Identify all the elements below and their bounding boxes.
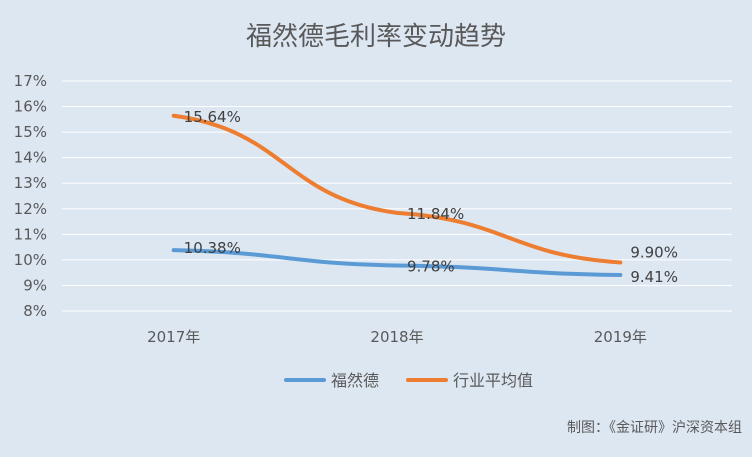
x-tick-label: 2017年 [147, 328, 200, 346]
y-tick-label: 14% [14, 149, 47, 167]
x-tick-label: 2018年 [370, 328, 423, 346]
y-tick-label: 11% [14, 225, 47, 243]
series-line-industry-average [171, 113, 623, 265]
legend: 福然德 行业平均值 [284, 371, 533, 390]
y-tick-label: 15% [14, 123, 47, 141]
data-labels: 10.38% 9.78% 9.41% 15.64% 11.84% 9.90% [184, 108, 678, 286]
legend-item: 行业平均值 [406, 371, 533, 390]
data-label: 9.78% [407, 258, 455, 276]
source-note: 制图：《金证研》沪深资本组 [567, 420, 742, 436]
y-tick-label: 12% [14, 200, 47, 218]
legend-item: 福然德 [284, 371, 379, 390]
x-tick-label: 2019年 [594, 328, 647, 346]
y-tick-label: 10% [14, 251, 47, 269]
y-tick-label: 8% [23, 302, 47, 320]
data-label: 11.84% [407, 205, 464, 223]
data-label: 15.64% [184, 108, 241, 126]
legend-label: 行业平均值 [453, 371, 533, 390]
y-axis-tick-labels: 8% 9% 10% 11% 12% 13% 14% 15% 16% 17% [14, 72, 47, 320]
x-axis-tick-labels: 2017年 2018年 2019年 [147, 328, 647, 346]
y-tick-label: 17% [14, 72, 47, 90]
series-line-furande [171, 248, 623, 277]
y-tick-label: 16% [14, 98, 47, 116]
series-lines [171, 113, 623, 277]
legend-label: 福然德 [331, 371, 379, 390]
y-tick-label: 9% [23, 276, 47, 294]
y-tick-label: 13% [14, 174, 47, 192]
data-label: 9.41% [630, 268, 678, 286]
chart-title: 福然德毛利率变动趋势 [246, 22, 506, 52]
gridlines [62, 80, 732, 312]
data-label: 9.90% [630, 243, 678, 261]
data-label: 10.38% [184, 239, 241, 257]
